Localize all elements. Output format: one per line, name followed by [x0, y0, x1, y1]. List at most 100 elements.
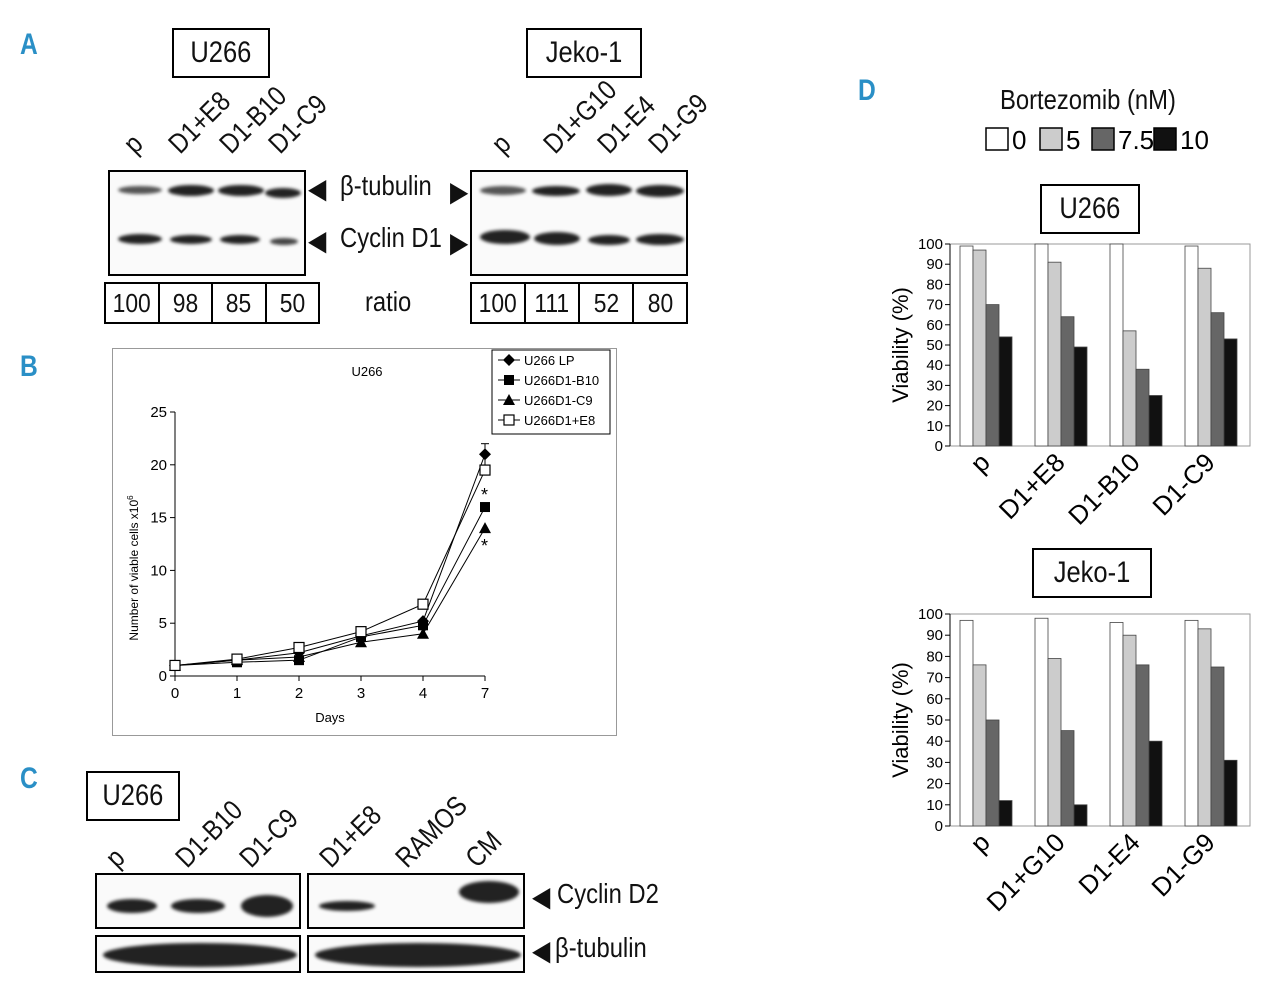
series-point [479, 522, 491, 534]
legend-label: U266D1-C9 [524, 393, 593, 408]
y-axis-label: Viability (%) [888, 662, 913, 778]
western-blot-c-tubulin-2 [307, 935, 525, 973]
bar [1073, 346, 1088, 447]
chart-title: U266 [351, 364, 382, 379]
bar [959, 245, 974, 447]
bar [1122, 634, 1137, 827]
legend-swatch [1153, 127, 1177, 151]
band-label-tubulin: β-tubulin [555, 932, 647, 963]
legend-label: U266 LP [524, 353, 575, 368]
bar [1210, 666, 1225, 827]
bar [998, 336, 1013, 447]
y-tick-label: 50 [926, 712, 943, 729]
series-line [174, 527, 486, 666]
panel-a-letter: A [20, 28, 38, 61]
y-tick-label: 40 [926, 357, 943, 374]
panel-c-u266-title: U266 [86, 771, 180, 821]
lane-label: p [485, 128, 517, 160]
series-point [504, 375, 514, 385]
y-tick-label: 30 [926, 377, 943, 394]
bar [1122, 330, 1137, 447]
bar [985, 304, 1000, 447]
lane-label: D1+E8 [313, 799, 388, 874]
category-label: D1-B10 [1062, 447, 1146, 531]
bar [1047, 658, 1062, 827]
bar [1135, 664, 1150, 827]
bar [1223, 759, 1238, 827]
series-point [418, 620, 428, 631]
bar [1060, 316, 1075, 447]
viability-bar-chart-jeko: 0 10 20 30 40 50 60 70 80 90 100 Viability (%) pD1+G… [888, 606, 1251, 916]
bar [1210, 312, 1225, 447]
legend-label: 7.5 [1118, 125, 1154, 155]
category-label: p [964, 827, 995, 858]
y-tick-label: 15 [150, 510, 167, 527]
bar [1060, 730, 1075, 827]
series-point [503, 394, 515, 405]
series-point [503, 354, 515, 366]
series-point [355, 636, 367, 648]
x-tick-label: 3 [357, 685, 365, 702]
bar [1148, 395, 1163, 447]
y-tick-label: 5 [159, 615, 167, 632]
category-label: D1+G10 [981, 827, 1071, 916]
y-tick-label: 60 [926, 317, 943, 334]
ratio-cell: 100 [478, 287, 518, 318]
y-tick-label: 20 [150, 457, 167, 474]
bar [1109, 243, 1124, 447]
y-tick-label: 40 [926, 733, 943, 750]
y-tick-label: 90 [926, 256, 943, 273]
ratio-label: ratio [365, 286, 412, 317]
y-tick-label: 10 [150, 562, 167, 579]
bar [1148, 740, 1163, 827]
series-point [479, 464, 491, 476]
y-tick-label: 80 [926, 276, 943, 293]
growth-line-chart: U266 0 5 10 15 20 25 0 1 2 3 4 7 Days Number of viabl… [112, 348, 617, 736]
legend-label: U266D1+E8 [524, 413, 595, 428]
band-label-cyclin-d2: Cyclin D2 [557, 878, 659, 909]
y-tick-label: 90 [926, 627, 943, 644]
bar [1047, 261, 1062, 447]
significance-star: * [481, 485, 488, 505]
ratio-cell: 111 [524, 284, 578, 322]
panel-a-u266-title: U266 [172, 28, 270, 78]
bar [1034, 243, 1049, 447]
y-tick-label: 70 [926, 670, 943, 687]
y-tick-label: 30 [926, 754, 943, 771]
legend-label: 10 [1180, 125, 1209, 155]
panel-d-letter: D [858, 74, 876, 107]
bar [1184, 245, 1199, 447]
legend-label: 0 [1012, 125, 1026, 155]
arrow-left-icon: ◀ [308, 225, 327, 256]
bar [1135, 368, 1150, 447]
category-label: p [964, 447, 995, 478]
y-tick-label: 10 [926, 797, 943, 814]
x-tick-label: 7 [481, 685, 489, 702]
band-label-tubulin: β-tubulin [340, 170, 432, 201]
bar [1184, 619, 1199, 827]
bar [985, 719, 1000, 827]
bar [959, 619, 974, 827]
significance-star: * [481, 536, 488, 556]
legend-title: Bortezomib (nM) [1000, 84, 1176, 115]
series-point [417, 627, 429, 639]
arrow-right-icon: ▶ [450, 227, 469, 258]
bar [998, 800, 1013, 827]
legend-label: 5 [1066, 125, 1080, 155]
y-tick-label: 100 [918, 606, 943, 623]
category-label: D1-G9 [1145, 827, 1220, 902]
arrow-left-icon: ◀ [532, 881, 551, 912]
y-axis-label: Number of viable cells x106 [126, 495, 141, 641]
y-tick-label: 0 [159, 668, 167, 685]
bar [1073, 804, 1088, 827]
western-blot-jeko-a [470, 170, 688, 276]
bar [1223, 338, 1238, 447]
ratio-cell: 50 [264, 284, 319, 322]
ratio-cell: 98 [157, 284, 212, 322]
x-tick-label: 2 [295, 685, 303, 702]
category-label: D1-E4 [1072, 827, 1145, 900]
legend-swatch [985, 127, 1009, 151]
western-blot-c-cyclin [95, 873, 301, 929]
bar [1109, 622, 1124, 827]
arrow-left-icon: ◀ [532, 935, 551, 966]
